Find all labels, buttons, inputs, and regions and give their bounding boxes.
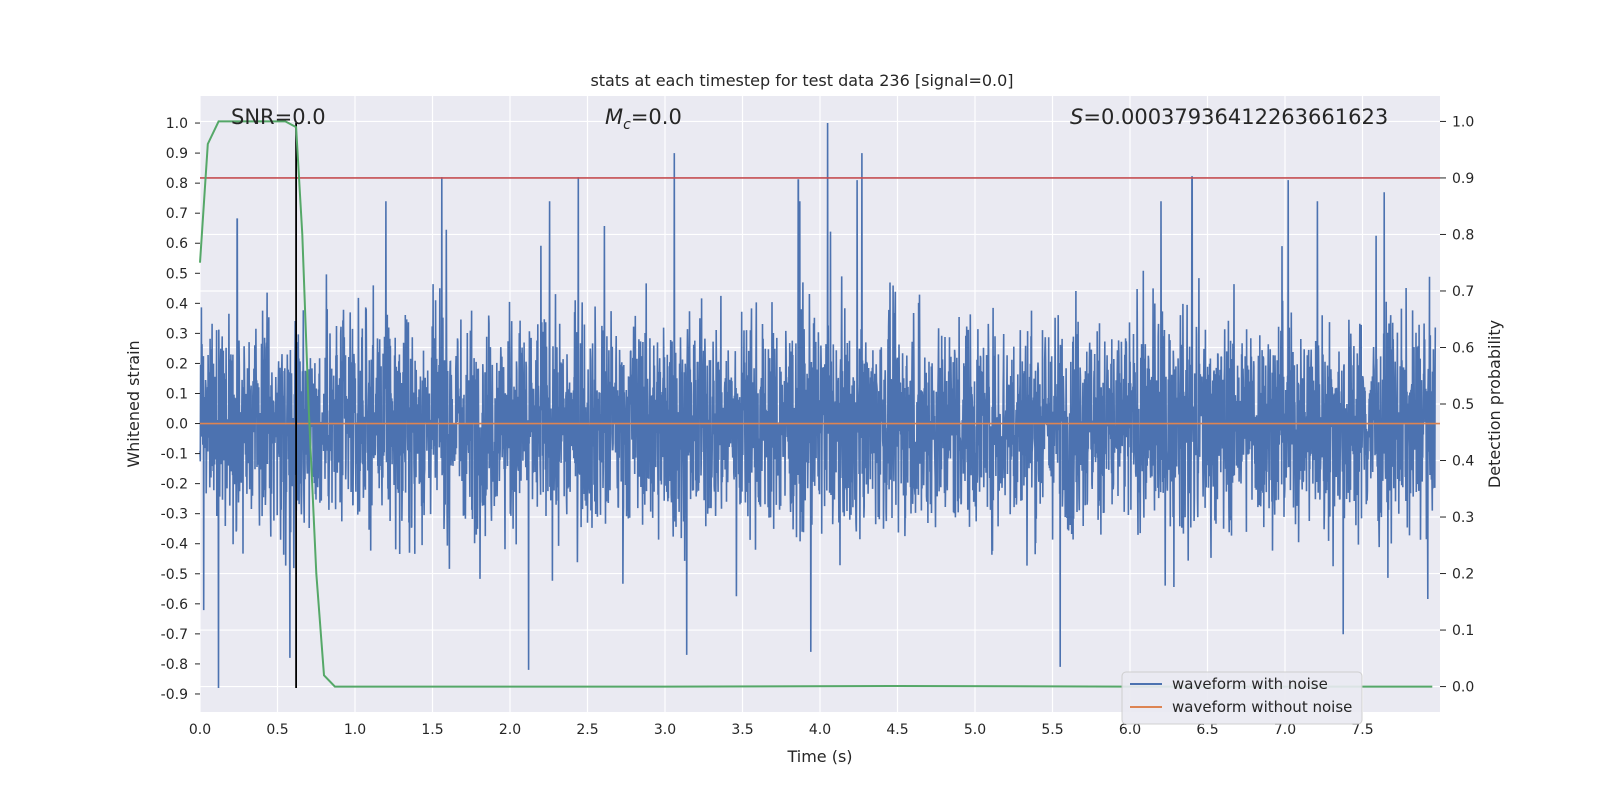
- right-tick-label: 0.2: [1452, 567, 1474, 583]
- left-tick-label: -0.9: [161, 687, 188, 703]
- right-tick-label: 0.6: [1452, 340, 1474, 356]
- right-tick-label: 0.3: [1452, 510, 1474, 526]
- x-axis-label: Time (s): [786, 747, 852, 766]
- x-ticks: 0.0 0.5 1.0 1.5 2.0 2.5 3.0 3.5 4.0 4.5 5.0 5.5 6.0 6…: [189, 722, 1374, 738]
- legend-label-clean: waveform without noise: [1172, 698, 1352, 716]
- left-ticks: 1.0 0.9 0.8 0.7 0.6 0.5 0.4 0.3 0.2 0.1 0.0 -0.1 -0.…: [161, 116, 200, 703]
- right-tick-label: 0.1: [1452, 623, 1474, 639]
- mc-subscript: c: [623, 117, 631, 133]
- y-axis-label-left: Whitened strain: [124, 340, 143, 467]
- x-tick-label: 6.5: [1196, 722, 1218, 738]
- left-tick-label: 1.0: [166, 116, 188, 132]
- x-tick-label: 2.0: [499, 722, 521, 738]
- left-tick-label: 0.3: [166, 326, 188, 342]
- chart-title: stats at each timestep for test data 236…: [590, 71, 1013, 90]
- left-tick-label: 0.6: [166, 236, 188, 252]
- left-tick-label: 0.0: [166, 417, 188, 433]
- x-tick-label: 2.5: [576, 722, 598, 738]
- right-tick-label: 0.5: [1452, 397, 1474, 413]
- right-tick-label: 0.8: [1452, 227, 1474, 243]
- right-ticks: 1.0 0.9 0.8 0.7 0.6 0.5 0.4 0.3 0.2 0.1 0.0: [1440, 114, 1474, 696]
- left-tick-label: -0.8: [161, 657, 188, 673]
- overlays: [199, 120, 1440, 688]
- left-tick-label: 0.9: [166, 146, 188, 162]
- x-tick-label: 4.5: [886, 722, 908, 738]
- right-tick-label: 1.0: [1452, 114, 1474, 130]
- left-tick-label: 0.7: [166, 206, 188, 222]
- x-tick-label: 1.5: [421, 722, 443, 738]
- x-tick-label: 3.5: [731, 722, 753, 738]
- x-tick-label: 5.0: [964, 722, 986, 738]
- x-tick-label: 1.0: [344, 722, 366, 738]
- mc-annotation: Mc=0.0: [605, 105, 682, 133]
- s-annotation: S=0.00037936412263661623: [1070, 105, 1388, 129]
- x-tick-label: 3.0: [654, 722, 676, 738]
- legend-label-noise: waveform with noise: [1172, 675, 1328, 693]
- x-tick-label: 7.5: [1351, 722, 1373, 738]
- x-tick-label: 0.5: [266, 722, 288, 738]
- left-tick-label: -0.5: [161, 567, 188, 583]
- right-tick-label: 0.7: [1452, 284, 1474, 300]
- left-tick-label: 0.8: [166, 176, 188, 192]
- left-tick-label: 0.5: [166, 266, 188, 282]
- x-tick-label: 0.0: [189, 722, 211, 738]
- left-tick-label: -0.2: [161, 477, 188, 493]
- s-symbol: S: [1070, 105, 1083, 129]
- mc-value: =0.0: [631, 105, 682, 129]
- left-tick-label: -0.6: [161, 597, 188, 613]
- left-tick-label: 0.4: [166, 296, 188, 312]
- s-value: =0.00037936412263661623: [1083, 105, 1388, 129]
- y-axis-label-right: Detection probability: [1485, 320, 1504, 488]
- legend-box: [1121, 671, 1363, 725]
- left-tick-label: -0.4: [161, 537, 188, 553]
- left-tick-label: -0.7: [161, 627, 188, 643]
- x-tick-label: 7.0: [1274, 722, 1296, 738]
- left-tick-label: -0.3: [161, 507, 188, 523]
- x-tick-label: 5.5: [1041, 722, 1063, 738]
- snr-annotation: SNR=0.0: [231, 105, 326, 129]
- right-tick-label: 0.4: [1452, 454, 1474, 470]
- x-tick-label: 4.0: [809, 722, 831, 738]
- left-tick-label: 0.2: [166, 356, 188, 372]
- right-tick-label: 0.9: [1452, 171, 1474, 187]
- right-tick-label: 0.0: [1452, 680, 1474, 696]
- noise-waveform-line: [199, 122, 1437, 689]
- left-tick-label: -0.1: [161, 447, 188, 463]
- noise-series: [199, 122, 1437, 689]
- mc-symbol: M: [605, 105, 623, 129]
- left-tick-label: 0.1: [166, 386, 188, 402]
- legend: waveform with noise waveform without noi…: [1121, 671, 1363, 725]
- x-tick-label: 6.0: [1119, 722, 1141, 738]
- probability-line: [199, 120, 1433, 688]
